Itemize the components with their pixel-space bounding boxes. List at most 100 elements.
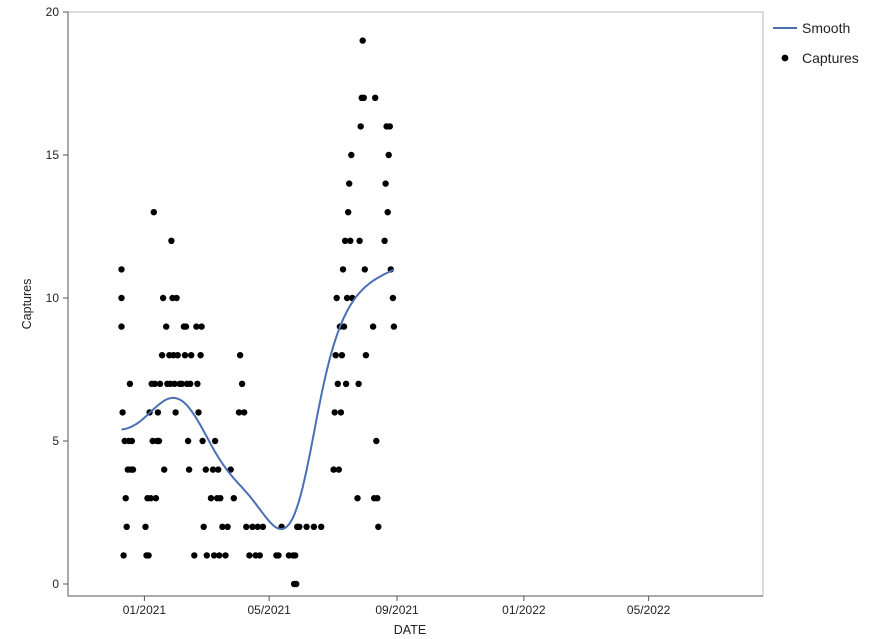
x-tick-label: 05/2021 <box>247 603 291 617</box>
capture-point <box>356 237 363 244</box>
capture-point <box>172 409 179 416</box>
capture-point <box>194 380 201 387</box>
capture-point <box>338 352 346 359</box>
capture-point <box>275 552 282 559</box>
capture-point <box>292 552 299 559</box>
capture-point <box>381 237 388 244</box>
capture-point <box>348 151 355 159</box>
capture-point <box>222 552 229 559</box>
y-tick-label: 20 <box>46 5 60 19</box>
capture-point <box>215 466 222 473</box>
capture-point <box>357 123 364 130</box>
capture-point <box>360 94 367 102</box>
capture-point <box>332 352 339 359</box>
y-tick-label: 15 <box>46 148 60 162</box>
legend: Smooth Captures <box>773 20 859 66</box>
capture-point <box>241 409 248 416</box>
capture-point <box>384 209 391 216</box>
capture-point <box>303 523 310 530</box>
capture-point <box>236 352 244 359</box>
capture-points <box>118 37 398 588</box>
y-axis-title: Captures <box>20 279 34 330</box>
smooth-line <box>121 268 395 531</box>
capture-point <box>123 523 130 530</box>
capture-point <box>199 437 206 445</box>
legend-captures-swatch <box>781 54 789 62</box>
capture-point <box>249 523 256 530</box>
capture-point <box>203 552 210 559</box>
capture-point <box>354 495 361 502</box>
capture-point <box>296 523 303 530</box>
legend-smooth-label: Smooth <box>802 20 850 36</box>
capture-point <box>159 294 167 302</box>
x-tick-label: 01/2022 <box>502 603 546 617</box>
plot-border <box>67 11 764 597</box>
capture-point <box>197 352 204 359</box>
capture-point <box>152 495 160 502</box>
capture-point <box>200 523 207 530</box>
capture-point <box>243 523 250 530</box>
capture-point <box>188 352 195 359</box>
capture-point <box>330 466 337 473</box>
capture-point <box>181 352 189 359</box>
capture-point <box>389 294 397 302</box>
capture-point <box>174 352 181 359</box>
capture-point <box>342 380 350 387</box>
x-tick-label: 05/2022 <box>627 603 671 617</box>
capture-point <box>126 380 134 387</box>
capture-point <box>207 495 215 502</box>
capture-point <box>129 466 137 473</box>
capture-point <box>333 294 340 302</box>
capture-point <box>211 437 219 445</box>
smooth-curve <box>121 268 395 531</box>
capture-point <box>372 94 379 102</box>
capture-point <box>346 180 353 187</box>
capture-point <box>122 495 129 502</box>
capture-point <box>184 437 192 445</box>
capture-point <box>219 523 226 530</box>
capture-point <box>118 294 125 302</box>
capture-point <box>161 466 168 473</box>
capture-point <box>171 380 178 387</box>
capture-point <box>355 380 362 387</box>
capture-point <box>120 552 127 559</box>
y-tick-label: 5 <box>52 434 59 448</box>
capture-point <box>235 409 243 416</box>
capture-point <box>150 209 157 216</box>
y-axis: 0 5 10 15 20 <box>46 5 69 596</box>
capture-point <box>173 294 180 302</box>
capture-point <box>359 37 366 44</box>
x-axis: 01/2021 05/2021 09/2021 01/2022 05/2022 <box>68 595 763 617</box>
capture-point <box>335 466 342 473</box>
capture-point <box>343 294 351 302</box>
capture-point <box>187 380 194 387</box>
capture-point <box>185 466 193 473</box>
capture-point <box>375 523 382 530</box>
capture-point <box>154 409 162 416</box>
capture-point <box>142 523 149 530</box>
capture-point <box>155 437 163 445</box>
capture-point <box>230 495 237 502</box>
capture-point <box>193 323 200 330</box>
capture-point <box>310 523 318 530</box>
capture-point <box>386 123 393 130</box>
capture-point <box>163 323 170 330</box>
y-tick-label: 0 <box>52 577 59 591</box>
capture-point <box>156 380 164 387</box>
capture-point <box>147 495 154 502</box>
capture-point <box>182 323 190 330</box>
legend-captures-label: Captures <box>802 50 859 66</box>
capture-point <box>347 237 354 244</box>
capture-point <box>341 237 349 244</box>
capture-point <box>385 151 392 159</box>
capture-point <box>390 323 398 330</box>
capture-point <box>210 552 218 559</box>
capture-point <box>119 409 126 416</box>
capture-point <box>373 437 380 445</box>
capture-point <box>374 495 381 502</box>
y-tick-label: 10 <box>46 291 60 305</box>
capture-point <box>118 266 125 273</box>
capture-point <box>158 352 166 359</box>
x-tick-label: 01/2021 <box>123 603 167 617</box>
